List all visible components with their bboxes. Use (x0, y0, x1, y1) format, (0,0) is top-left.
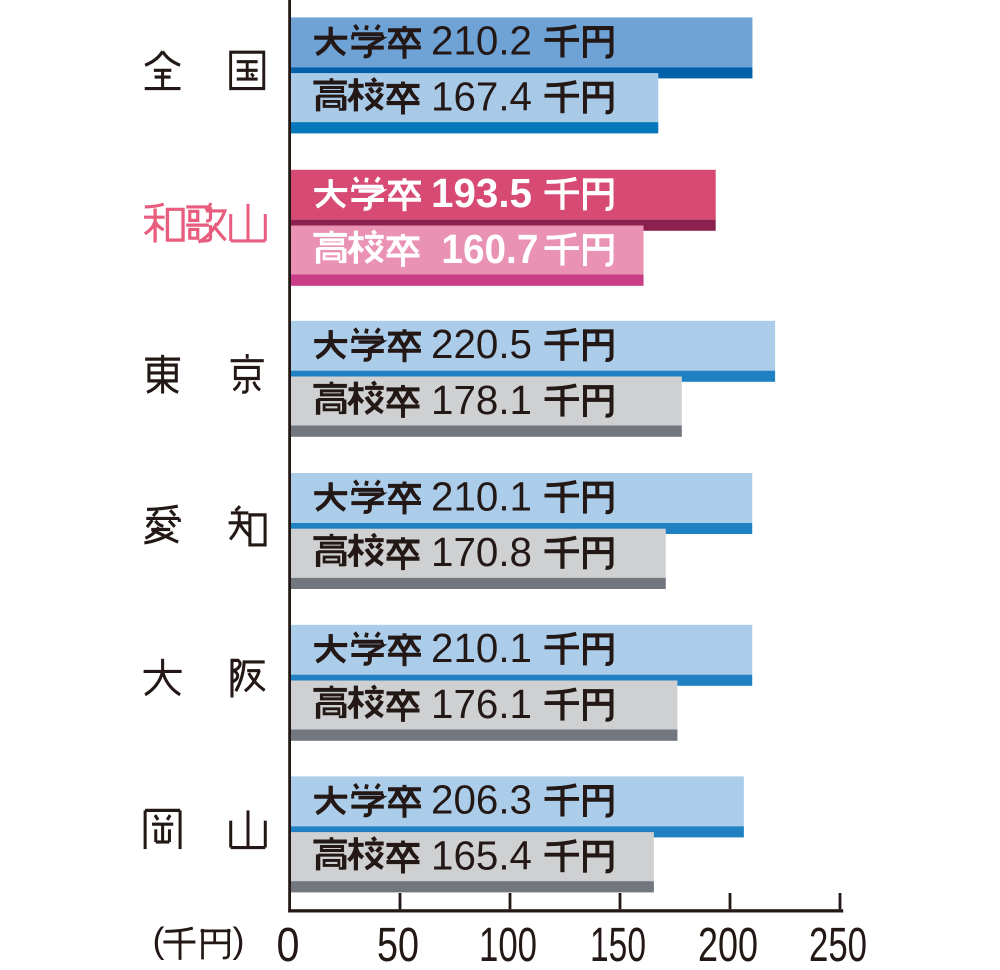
svg-text:0: 0 (277, 918, 300, 970)
svg-text:210.1: 210.1 (431, 625, 532, 671)
svg-text:(: ( (153, 919, 165, 960)
svg-text:170.8: 170.8 (431, 529, 532, 575)
svg-text:100: 100 (479, 918, 537, 970)
svg-text:210.1: 210.1 (431, 473, 532, 519)
svg-text:167.4: 167.4 (431, 73, 532, 119)
svg-text:250: 250 (809, 918, 867, 970)
svg-text:178.1: 178.1 (431, 377, 532, 423)
svg-text:210.2: 210.2 (431, 18, 532, 64)
svg-text:193.5: 193.5 (431, 170, 532, 216)
svg-text:165.4: 165.4 (431, 832, 532, 878)
svg-text:220.5: 220.5 (431, 321, 532, 367)
svg-text:200: 200 (698, 918, 758, 970)
svg-text:50: 50 (377, 918, 419, 970)
svg-text:176.1: 176.1 (431, 681, 532, 727)
svg-text:): ) (233, 919, 245, 960)
svg-text:206.3: 206.3 (431, 777, 532, 823)
svg-text:150: 150 (590, 918, 646, 970)
svg-text:160.7: 160.7 (441, 226, 538, 272)
